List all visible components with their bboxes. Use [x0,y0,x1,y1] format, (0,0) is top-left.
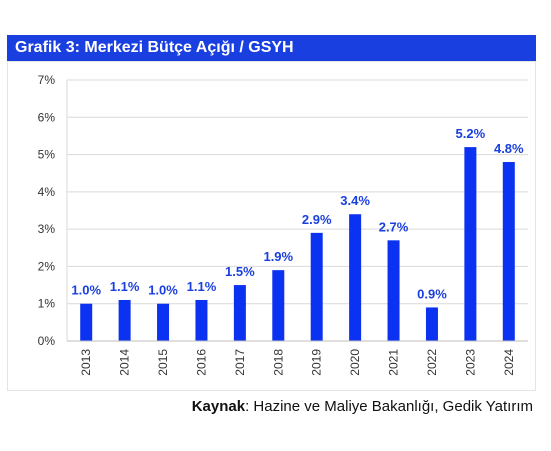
bar [195,299,208,341]
x-tick-label: 2014 [118,349,132,376]
bar [118,299,131,341]
y-tick-label: 7% [38,73,56,87]
x-tick-label: 2021 [387,349,401,376]
bar [387,240,400,341]
x-tick-label: 2013 [79,349,93,376]
data-label: 1.0% [71,283,101,298]
data-label: 1.5% [225,264,255,279]
data-label: 1.0% [148,283,178,298]
y-tick-label: 3% [38,222,56,236]
y-tick-label: 5% [38,148,56,162]
chart-frame: 0% 1% 2% 3% 4% 5% 6% 7% 1.0% 2013 1.1% 2014 1.0% 2015… [7,61,536,391]
bar [349,214,362,341]
bar [157,303,170,341]
data-label: 2.9% [302,212,332,227]
data-label: 2.7% [379,219,409,234]
data-label: 4.8% [494,141,524,156]
bar [310,232,323,341]
x-tick-label: 2019 [310,349,324,376]
y-tick-label: 1% [38,297,56,311]
y-tick-label: 4% [38,185,56,199]
bar [502,162,515,341]
data-label: 3.4% [340,193,370,208]
bar-chart: 0% 1% 2% 3% 4% 5% 6% 7% 1.0% 2013 1.1% 2014 1.0% 2015… [38,73,528,376]
data-label: 1.9% [263,249,293,264]
data-label: 0.9% [417,286,447,301]
x-tick-label: 2022 [425,349,439,376]
x-tick-label: 2015 [156,349,170,376]
x-tick-label: 2020 [348,349,362,376]
y-tick-label: 6% [38,110,56,124]
data-label: 1.1% [110,279,140,294]
x-tick-label: 2017 [233,349,247,376]
bar [464,147,477,341]
bar [233,285,246,341]
chart-title: Grafik 3: Merkezi Bütçe Açığı / GSYH [7,35,536,61]
x-tick-label: 2024 [502,349,516,376]
data-label: 1.1% [187,279,217,294]
bar [80,303,93,341]
source-note: Kaynak: Hazine ve Maliye Bakanlığı, Gedi… [0,398,533,415]
bar [425,307,438,341]
y-tick-label: 2% [38,259,56,273]
bar [272,270,285,341]
source-separator: : [245,398,254,415]
y-tick-label: 0% [38,334,56,348]
x-tick-label: 2023 [463,349,477,376]
source-label: Kaynak [191,398,246,415]
data-label: 5.2% [456,126,486,141]
x-tick-label: 2018 [271,349,285,376]
x-tick-label: 2016 [194,349,208,376]
source-text: Hazine ve Maliye Bakanlığı, Gedik Yatırı… [253,398,533,415]
